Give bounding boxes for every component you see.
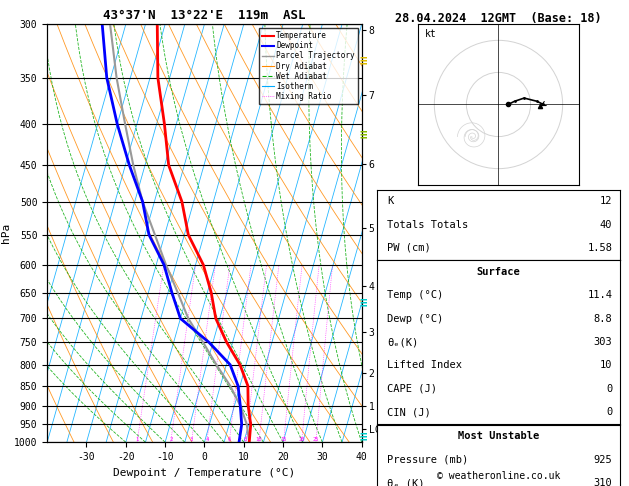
Text: Totals Totals: Totals Totals <box>387 220 469 229</box>
Text: ≡: ≡ <box>360 54 367 68</box>
Text: PW (cm): PW (cm) <box>387 243 431 253</box>
Text: 1: 1 <box>135 437 139 442</box>
Text: 1.58: 1.58 <box>587 243 612 253</box>
Text: 3: 3 <box>190 437 193 442</box>
Text: kt: kt <box>425 29 437 39</box>
Text: 12: 12 <box>600 196 612 206</box>
Text: ≡: ≡ <box>360 296 367 310</box>
Text: 8.8: 8.8 <box>594 314 612 324</box>
Text: 28.04.2024  12GMT  (Base: 18): 28.04.2024 12GMT (Base: 18) <box>395 12 602 25</box>
Text: 10: 10 <box>600 361 612 370</box>
Text: 4: 4 <box>205 437 208 442</box>
Text: Lifted Index: Lifted Index <box>387 361 462 370</box>
Text: 10: 10 <box>255 437 262 442</box>
Text: CIN (J): CIN (J) <box>387 407 431 417</box>
Text: 40: 40 <box>600 220 612 229</box>
Text: 2: 2 <box>169 437 172 442</box>
Y-axis label: km
ASL: km ASL <box>395 214 411 233</box>
Text: K: K <box>387 196 393 206</box>
Text: 20: 20 <box>298 437 305 442</box>
Text: Pressure (mb): Pressure (mb) <box>387 455 469 465</box>
Text: Temp (°C): Temp (°C) <box>387 291 443 300</box>
Text: Dewp (°C): Dewp (°C) <box>387 314 443 324</box>
Text: CAPE (J): CAPE (J) <box>387 384 437 394</box>
Title: 43°37'N  13°22'E  119m  ASL: 43°37'N 13°22'E 119m ASL <box>103 9 306 22</box>
Text: 15: 15 <box>281 437 287 442</box>
Text: θₑ (K): θₑ (K) <box>387 478 425 486</box>
Text: θₑ(K): θₑ(K) <box>387 337 418 347</box>
Text: © weatheronline.co.uk: © weatheronline.co.uk <box>437 471 560 481</box>
Text: 310: 310 <box>594 478 612 486</box>
Text: 303: 303 <box>594 337 612 347</box>
Text: Surface: Surface <box>477 267 520 277</box>
Text: 925: 925 <box>594 455 612 465</box>
Text: 25: 25 <box>313 437 319 442</box>
Text: 8: 8 <box>244 437 247 442</box>
Text: 0: 0 <box>606 384 612 394</box>
Text: 11.4: 11.4 <box>587 291 612 300</box>
X-axis label: Dewpoint / Temperature (°C): Dewpoint / Temperature (°C) <box>113 468 296 478</box>
Text: Most Unstable: Most Unstable <box>458 432 539 441</box>
Text: ≡: ≡ <box>360 128 367 141</box>
Text: 0: 0 <box>606 407 612 417</box>
Y-axis label: hPa: hPa <box>1 223 11 243</box>
Text: ≡: ≡ <box>360 430 367 443</box>
Legend: Temperature, Dewpoint, Parcel Trajectory, Dry Adiabat, Wet Adiabat, Isotherm, Mi: Temperature, Dewpoint, Parcel Trajectory… <box>259 28 358 104</box>
Text: 6: 6 <box>228 437 231 442</box>
